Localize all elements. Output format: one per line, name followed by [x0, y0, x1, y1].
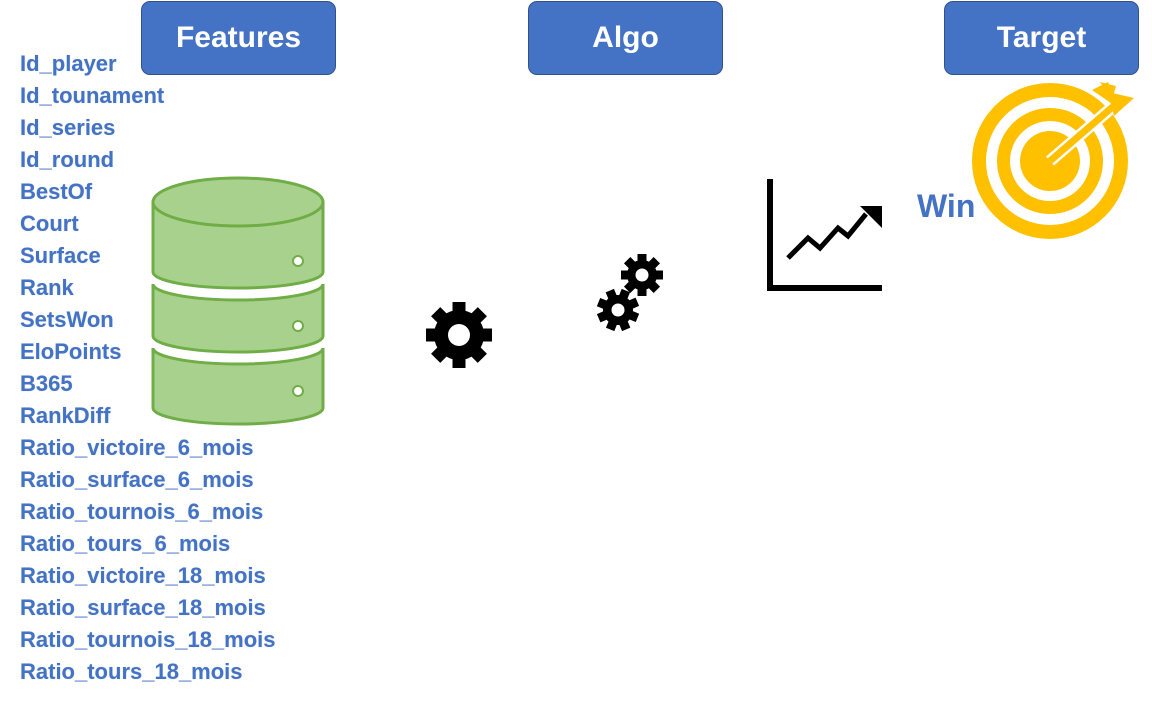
- feature-item: Id_series: [20, 115, 116, 140]
- feature-list: Id_player Id_tounament Id_series Id_roun…: [20, 48, 276, 688]
- feature-item: Ratio_tours_18_mois: [20, 659, 243, 684]
- feature-item: Ratio_victoire_6_mois: [20, 435, 254, 460]
- database-icon: [151, 176, 325, 426]
- gear-icon: [426, 302, 492, 368]
- feature-item: Id_player: [20, 51, 117, 76]
- feature-item: Ratio_surface_18_mois: [20, 595, 266, 620]
- feature-item: Rank: [20, 275, 74, 300]
- feature-item: Ratio_tournois_6_mois: [20, 499, 264, 524]
- line-chart-icon: [767, 179, 882, 291]
- feature-item: Surface: [20, 243, 101, 268]
- feature-item: SetsWon: [20, 307, 114, 332]
- feature-item: B365: [20, 371, 73, 396]
- feature-item: RankDiff: [20, 403, 111, 428]
- feature-item: Id_tounament: [20, 83, 165, 108]
- feature-item: Court: [20, 211, 79, 236]
- feature-item: Ratio_victoire_18_mois: [20, 563, 266, 588]
- target-icon: [972, 82, 1134, 239]
- gears-icon: [596, 254, 663, 332]
- target-header: Target: [944, 1, 1139, 75]
- win-label: Win: [917, 188, 976, 224]
- features-header: Features: [141, 1, 336, 75]
- feature-item: Id_round: [20, 147, 115, 172]
- feature-item: Ratio_tournois_18_mois: [20, 627, 276, 652]
- feature-item: BestOf: [20, 179, 93, 204]
- algo-header: Algo: [528, 1, 723, 75]
- feature-item: Ratio_surface_6_mois: [20, 467, 254, 492]
- feature-item: EloPoints: [20, 339, 122, 364]
- feature-item: Ratio_tours_6_mois: [20, 531, 231, 556]
